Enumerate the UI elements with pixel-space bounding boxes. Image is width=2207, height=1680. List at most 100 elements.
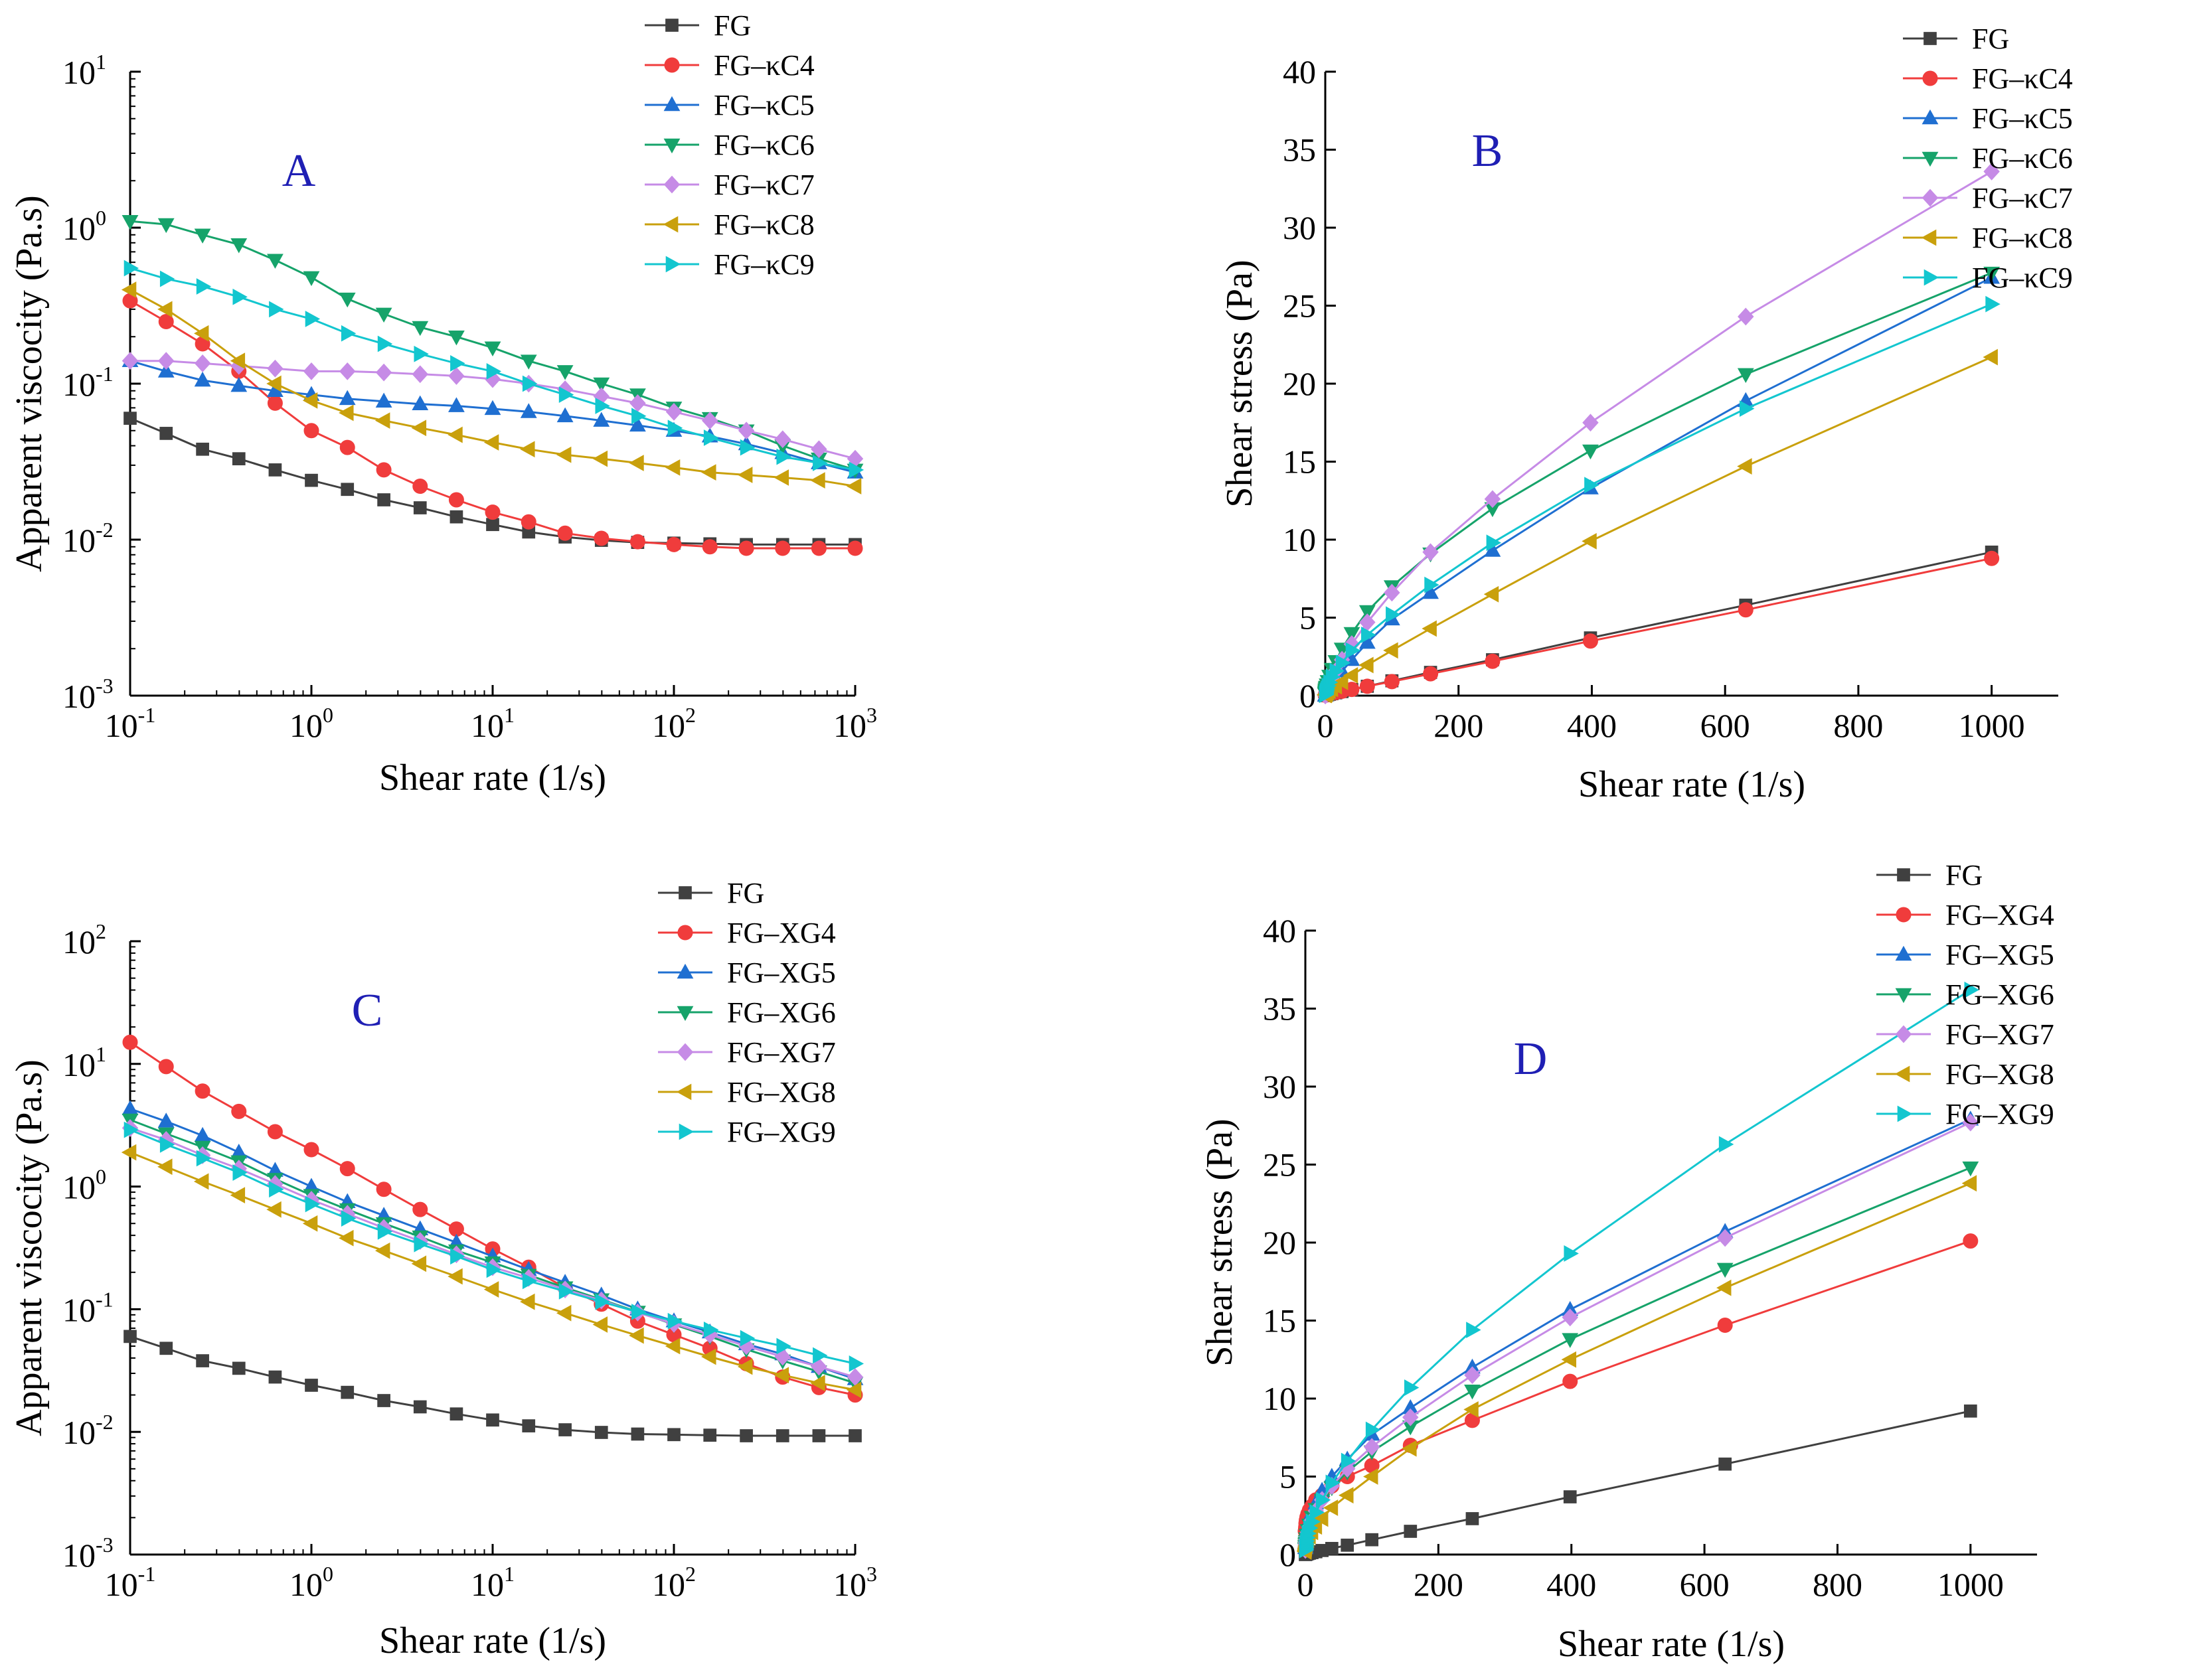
data-point [1738,307,1754,326]
y-axis-title: Shear stress (Pa) [1199,1118,1240,1366]
data-point [631,408,647,425]
x-tick-label: 10-1 [105,703,156,744]
y-tick-label: 10 [1263,1380,1296,1417]
data-point [194,354,211,372]
data-point [556,407,574,423]
data-point [450,1407,463,1421]
data-point [1737,368,1754,384]
data-point [448,330,465,346]
data-point [374,1242,390,1259]
series-1 [1297,1233,1979,1539]
y-tick-label: 102 [62,919,106,960]
data-point [196,1354,209,1367]
data-point [1358,656,1374,674]
data-point [412,321,429,337]
series-line [1324,276,1993,696]
data-point [194,228,211,244]
data-point [159,270,175,287]
y-tick-label: 0 [1279,1536,1296,1573]
data-point [1983,266,2001,282]
series-0 [1319,545,1999,702]
chart-panel-c: 10-1 100 101 102 103 10-3 10-2 10-1 100 101 102 She… [9,877,877,1661]
legend-label: FG–κC4 [714,49,815,82]
data-point [411,420,427,437]
data-point [775,540,791,556]
data-point [412,479,428,495]
legend-label: FG–XG5 [1945,939,2054,971]
legend-label: FG–κC8 [1972,222,2073,254]
series-line [1304,989,1971,1551]
data-point [339,362,356,380]
data-point [339,390,356,406]
data-point [1333,673,1349,690]
data-point [631,1304,647,1320]
data-point [303,1142,319,1158]
legend-label: FG [1945,859,1983,891]
data-point [1562,1308,1578,1327]
data-point [230,238,248,254]
data-point [267,395,283,411]
data-point [302,392,318,409]
data-point [1325,1474,1341,1491]
series-line [1304,1118,1971,1548]
legend-label: FG–κC7 [1972,182,2073,214]
chart-panel-d: 0 200 400 600 800 1000 0 5 10 15 20 25 30 35 40 Shear r… [1199,859,2054,1665]
series-3 [1297,1161,1979,1558]
x-tick-label: 400 [1546,1566,1596,1603]
legend: FG FG–XG4 FG–XG5 FG–XG6 FG–XG7 FG–XG8 FG–XG9 [658,877,836,1148]
x-tick-label: 800 [1813,1566,1862,1603]
data-point [1716,1229,1734,1247]
legend: FG FG–κC4 FG–κC5 FG–κC6 FG–κC7 FG–κC8 FG–κC9 [645,9,815,281]
data-point [377,1394,390,1407]
legend-marker [1921,229,1937,246]
data-point [702,412,718,429]
series-6 [123,260,864,479]
data-point [157,218,175,234]
data-point [302,1215,318,1232]
data-point [1422,620,1437,637]
data-point [486,1261,502,1278]
legend-marker [663,175,681,194]
y-tick-label: 35 [1263,990,1296,1028]
x-tick-label: 100 [289,703,333,744]
data-point [594,530,610,546]
legend-marker [663,138,681,154]
data-point [1718,1457,1732,1471]
legend-marker [1897,1105,1913,1122]
y-tick-label: 10 [1283,521,1316,558]
data-point [1464,1384,1481,1400]
data-point [774,430,791,449]
data-point [703,429,719,446]
data-point [377,335,393,352]
data-point [1422,543,1439,562]
y-tick-label: 35 [1283,131,1316,169]
data-point [776,448,791,465]
data-point [1341,1452,1356,1470]
data-point [193,325,209,342]
legend-label: FG–XG6 [1945,978,2054,1011]
data-point [520,441,535,458]
x-tick-label: 600 [1680,1566,1730,1603]
data-point [1985,295,2001,313]
data-point [1561,1351,1577,1368]
data-point [341,1210,357,1227]
data-point [122,1034,138,1050]
data-point [414,1235,429,1253]
legend-label: FG–XG8 [1945,1058,2054,1091]
y-tick-label: 10-1 [62,362,114,403]
data-point [1984,550,2000,566]
legend-marker [679,886,692,899]
legend-marker [1896,907,1912,923]
series-5 [1316,348,1998,704]
data-point [849,461,864,479]
legend-label: FG–XG5 [727,956,836,989]
legend-marker [1895,988,1912,1004]
data-point [558,386,574,403]
y-tick-label: 0 [1299,677,1316,714]
series-5 [121,1144,862,1399]
data-point [196,442,209,456]
data-point [520,354,537,370]
data-point [376,1182,392,1197]
y-tick-label: 5 [1279,1458,1296,1495]
